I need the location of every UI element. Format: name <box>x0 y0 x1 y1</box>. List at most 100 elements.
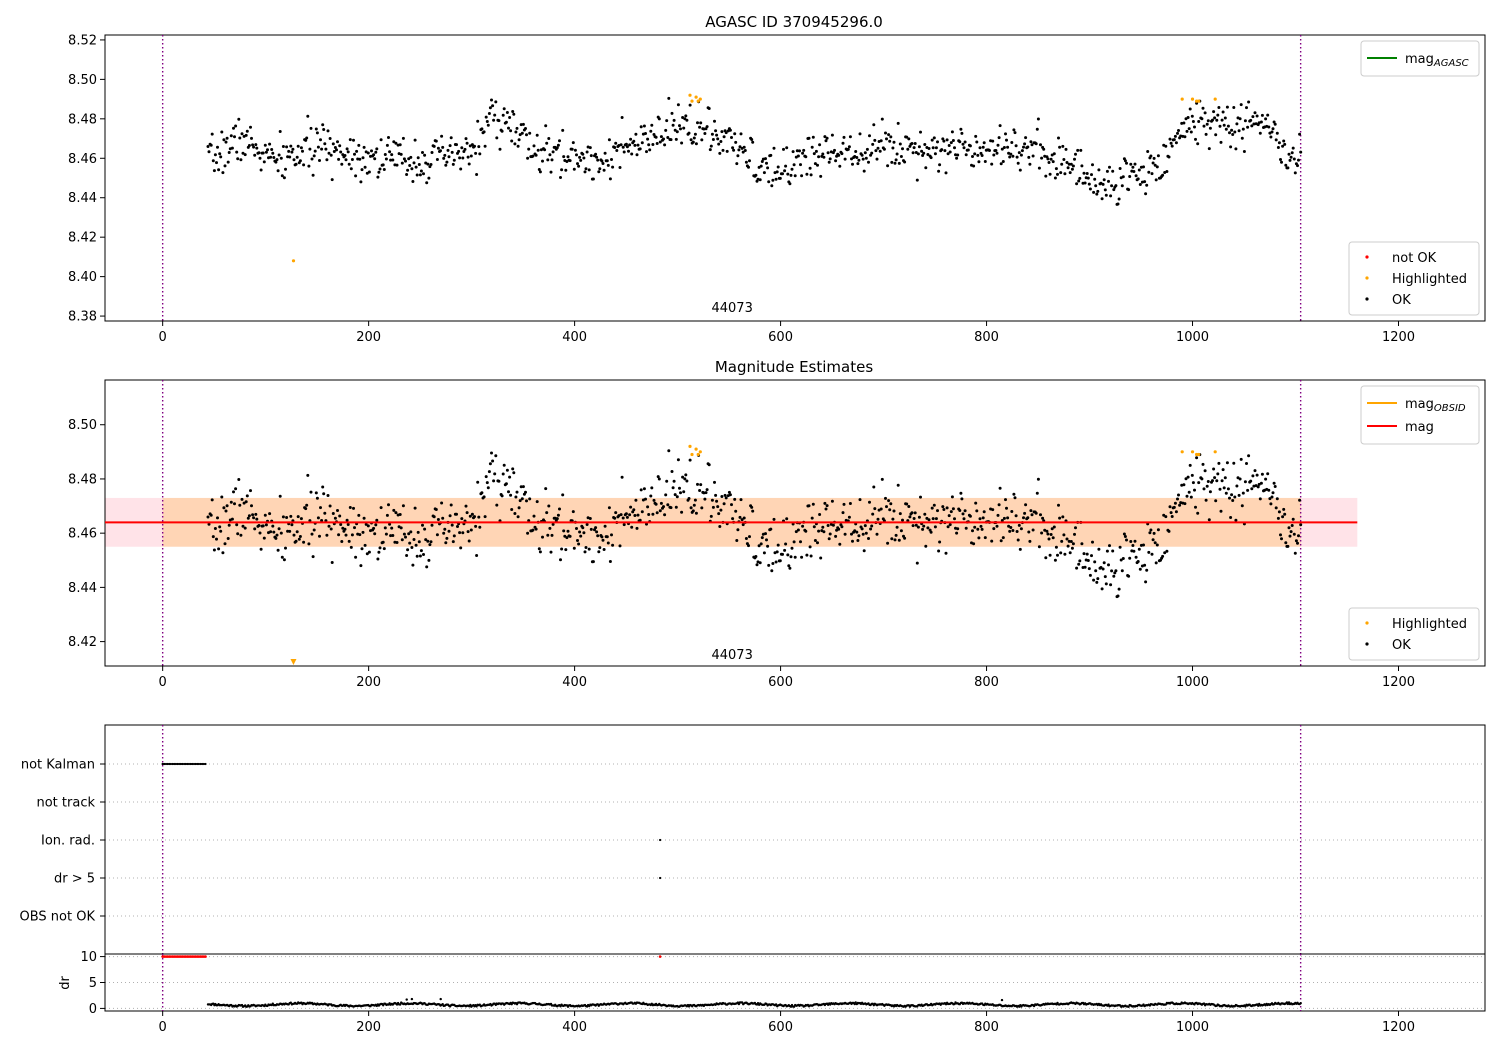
ok-point <box>837 153 841 157</box>
highlighted-point <box>696 452 700 457</box>
ok-point <box>1116 202 1120 206</box>
ok-point <box>1190 473 1194 477</box>
ok-point <box>584 167 588 171</box>
ok-point <box>618 544 622 548</box>
ok-point <box>1176 131 1179 135</box>
ok-point <box>1203 469 1207 473</box>
ok-point <box>487 112 491 115</box>
ok-point <box>739 132 743 136</box>
ok-point <box>861 532 865 536</box>
ok-point <box>899 155 903 158</box>
ok-point <box>843 157 847 161</box>
ok-point <box>282 558 286 562</box>
ok-point <box>914 523 918 527</box>
x-tick-label: 600 <box>768 1020 793 1035</box>
ok-point <box>1006 516 1010 520</box>
dr-point <box>1244 1005 1247 1008</box>
ok-point <box>583 550 587 554</box>
ok-point <box>722 502 726 506</box>
ok-point <box>949 510 953 514</box>
ok-point <box>435 533 439 537</box>
ok-point <box>1214 499 1218 503</box>
ok-point <box>1217 461 1221 465</box>
ok-point <box>931 146 935 150</box>
ok-point <box>1132 170 1136 173</box>
ok-point <box>378 167 382 171</box>
ok-point <box>700 138 704 142</box>
ok-point <box>663 513 667 517</box>
ok-point <box>504 120 508 124</box>
ok-point <box>578 155 582 159</box>
ok-point <box>983 160 987 163</box>
ok-point <box>405 173 409 176</box>
ok-point <box>1177 493 1180 497</box>
ok-point <box>360 547 364 551</box>
ok-point <box>950 130 954 134</box>
ok-point <box>997 136 1001 140</box>
ok-point <box>912 146 916 150</box>
ok-point <box>683 117 687 121</box>
agasc-line-legend: magAGASC <box>1360 40 1480 77</box>
ok-point <box>482 130 486 134</box>
ok-point <box>1218 487 1222 491</box>
ok-point <box>980 527 984 531</box>
ok-point <box>1208 126 1212 130</box>
ok-point <box>1048 553 1052 557</box>
ok-point <box>280 174 284 178</box>
ok-point <box>477 145 481 149</box>
ok-point <box>1246 125 1250 129</box>
ok-point <box>207 150 211 154</box>
ok-point <box>327 524 331 528</box>
ok-point <box>995 524 999 528</box>
ok-point <box>787 564 791 568</box>
ok-point <box>808 545 812 549</box>
ok-point <box>332 150 336 153</box>
ok-point <box>445 160 449 164</box>
ok-point <box>379 506 383 510</box>
ok-point <box>1247 454 1251 458</box>
ok-point <box>1110 569 1114 573</box>
ok-point <box>926 153 930 156</box>
ok-point <box>602 168 606 172</box>
ok-point <box>1103 575 1107 579</box>
ok-point <box>478 525 482 529</box>
ok-point <box>305 136 309 140</box>
ok-point <box>505 111 509 114</box>
ok-point <box>364 522 368 526</box>
dr-red-point <box>658 955 662 958</box>
x-tick-label: 200 <box>356 675 381 690</box>
ok-point <box>1002 516 1006 520</box>
ok-point <box>470 143 474 147</box>
ok-point <box>1094 184 1098 188</box>
ok-point <box>895 525 899 529</box>
dr-point <box>1202 1002 1206 1005</box>
ok-point <box>834 534 838 538</box>
ok-point <box>635 153 639 157</box>
x-tick-label: 1200 <box>1382 330 1415 345</box>
ok-point <box>411 563 415 567</box>
ok-point <box>1191 481 1195 485</box>
ok-point <box>555 146 559 150</box>
flag-point <box>181 762 184 766</box>
ok-point <box>669 138 673 142</box>
ok-point <box>715 499 719 503</box>
ok-point <box>595 155 599 159</box>
ok-point <box>544 487 548 491</box>
ok-point <box>1289 155 1293 159</box>
ok-point <box>1056 172 1059 176</box>
ok-point <box>497 479 501 483</box>
ok-point <box>1201 462 1205 466</box>
ok-point <box>1036 477 1040 481</box>
flag-row-label: Ion. rad. <box>41 834 95 849</box>
ok-point <box>233 502 236 506</box>
ok-point <box>944 171 948 175</box>
ok-point <box>1087 567 1091 571</box>
ok-point <box>1011 529 1015 532</box>
ok-point <box>915 178 919 182</box>
dr-x-axis: 0 200 400 600 800 1000 1200 <box>159 1011 1415 1035</box>
ok-point <box>442 531 446 535</box>
ok-point <box>581 152 585 156</box>
ok-point <box>374 523 378 527</box>
ok-point <box>1205 484 1209 488</box>
ok-point <box>751 140 755 144</box>
